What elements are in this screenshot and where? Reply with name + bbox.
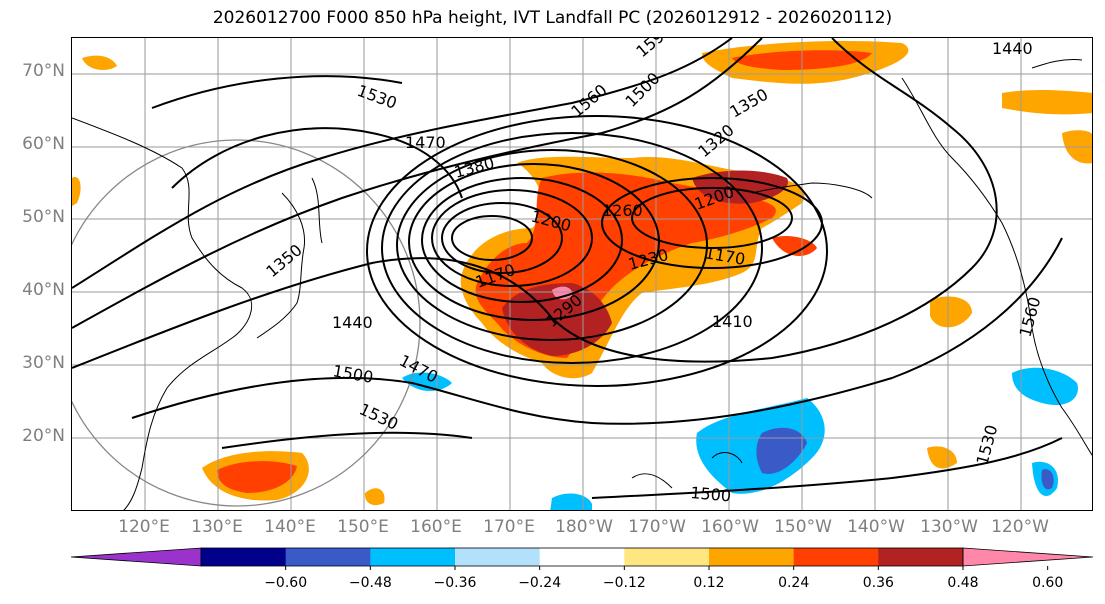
lon-label: 170°E bbox=[483, 517, 535, 537]
contour-label: 1410 bbox=[712, 312, 753, 331]
colorbar-extension-low bbox=[70, 547, 202, 567]
colorbar-tick-label: 0.60 bbox=[1032, 575, 1064, 591]
lat-label: 70°N bbox=[22, 61, 65, 81]
lat-label: 30°N bbox=[22, 353, 65, 373]
colorbar-segment bbox=[793, 548, 879, 566]
colorbar-tick-label: 0.36 bbox=[862, 575, 894, 591]
map-title: 2026012700 F000 850 hPa height, IVT Land… bbox=[212, 8, 893, 28]
contour-label: 1260 bbox=[602, 201, 643, 220]
colorbar-tick-label: −0.12 bbox=[602, 575, 646, 591]
map-plot-area: 1530 1590 1560 1500 1440 1350 1320 1470 … bbox=[71, 37, 1093, 511]
colorbar-tick-label: −0.60 bbox=[264, 575, 308, 591]
lat-lon-grid bbox=[72, 38, 1092, 510]
lat-label: 40°N bbox=[22, 280, 65, 300]
colorbar-extension-high bbox=[962, 547, 1094, 567]
contour-label: 1500 bbox=[690, 483, 732, 505]
colorbar-segment bbox=[539, 548, 625, 566]
lon-label: 140°E bbox=[264, 517, 316, 537]
colorbar-tick-label: 0.12 bbox=[693, 575, 725, 591]
colorbar-tick-label: −0.48 bbox=[348, 575, 392, 591]
lat-label: 50°N bbox=[22, 207, 65, 227]
colorbar-segment bbox=[455, 548, 541, 566]
lon-label: 180°W bbox=[555, 517, 613, 537]
colorbar-segment bbox=[624, 548, 710, 566]
colorbar-outline bbox=[200, 547, 964, 567]
lon-label: 150°W bbox=[774, 517, 832, 537]
lat-label: 60°N bbox=[22, 134, 65, 154]
lon-label: 160°E bbox=[410, 517, 462, 537]
lon-label: 140°W bbox=[847, 517, 905, 537]
lon-label: 120°E bbox=[118, 517, 170, 537]
colorbar-tick-label: 0.48 bbox=[947, 575, 979, 591]
contour-label: 1440 bbox=[332, 313, 373, 332]
colorbar-tick-label: 0.24 bbox=[778, 575, 810, 591]
lon-label: 130°E bbox=[191, 517, 243, 537]
colorbar-segment bbox=[370, 548, 456, 566]
map-canvas: 1530 1590 1560 1500 1440 1350 1320 1470 … bbox=[72, 38, 1092, 510]
colorbar-segment bbox=[709, 548, 795, 566]
landfall-region-circle bbox=[72, 139, 421, 507]
colorbar-tick-label: −0.36 bbox=[433, 575, 477, 591]
lon-label: 150°E bbox=[337, 517, 389, 537]
colorbar-tick-label: −0.24 bbox=[518, 575, 562, 591]
colorbar-segment bbox=[878, 548, 964, 566]
ivt-negative-shading bbox=[402, 367, 1078, 510]
lon-label: 130°W bbox=[920, 517, 978, 537]
lon-label: 170°W bbox=[628, 517, 686, 537]
coastlines bbox=[72, 59, 1092, 510]
contour-label: 1470 bbox=[405, 133, 446, 152]
colorbar-segment bbox=[201, 548, 287, 566]
contour-label: 1440 bbox=[992, 39, 1033, 58]
lat-label: 20°N bbox=[22, 426, 65, 446]
colorbar-segment bbox=[285, 548, 371, 566]
lon-label: 160°W bbox=[701, 517, 759, 537]
height-contours bbox=[72, 38, 1063, 499]
lon-label: 120°W bbox=[991, 517, 1049, 537]
